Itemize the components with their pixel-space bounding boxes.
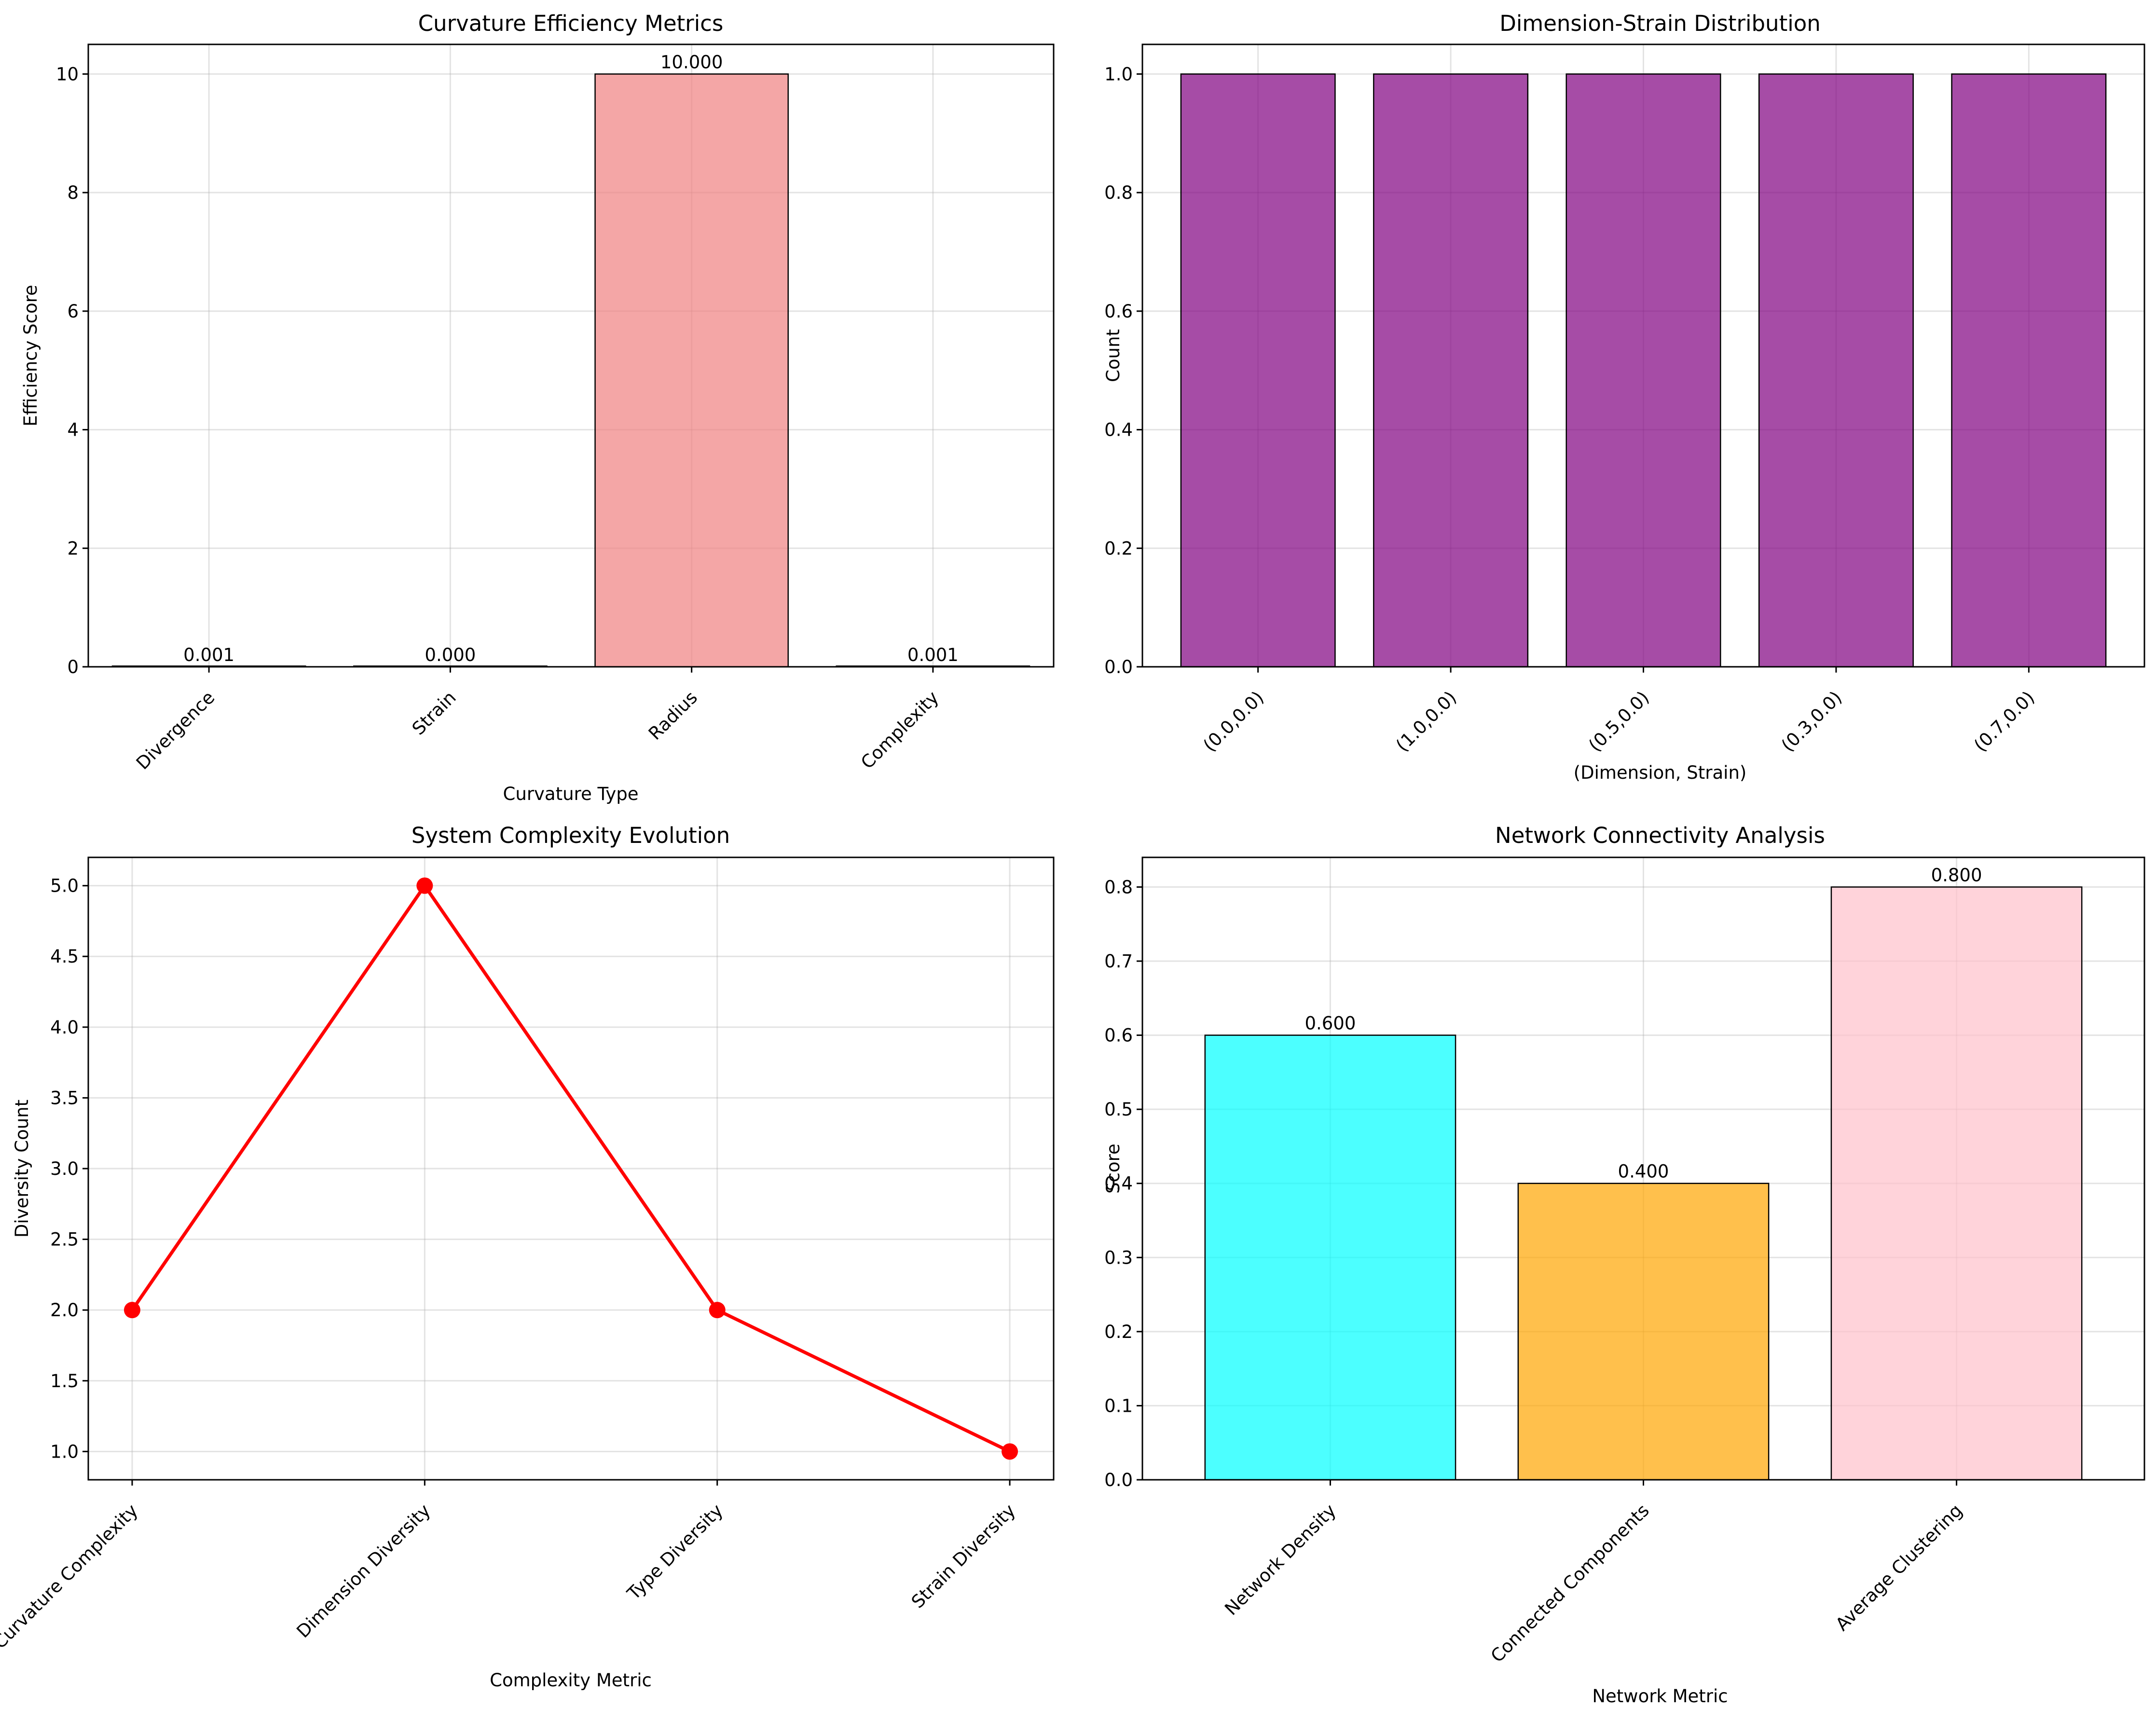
y-tick-label: 2 xyxy=(67,538,79,559)
x-axis-label: (Dimension, Strain) xyxy=(1574,762,1747,783)
bar-0-7-0-0 xyxy=(1951,73,2107,668)
chart-title: Curvature Efficiency Metrics xyxy=(418,11,724,36)
y-tick-label: 6 xyxy=(67,301,79,322)
y-tick-label: 0.8 xyxy=(1104,182,1133,203)
y-tick-label: 0 xyxy=(67,657,79,677)
y-axis-label: Efficiency Score xyxy=(20,285,41,427)
y-tick-label: 0.2 xyxy=(1104,538,1133,559)
y-tick-label: 2.5 xyxy=(50,1229,79,1250)
y-tick-label: 5.0 xyxy=(50,876,79,896)
bar-connected-components xyxy=(1517,1183,1770,1481)
y-tick-label: 8 xyxy=(67,182,79,203)
data-label: 0.600 xyxy=(1305,1013,1356,1034)
y-tick-label: 3.5 xyxy=(50,1088,79,1108)
y-tick-label: 0.5 xyxy=(1104,1099,1133,1120)
bar-radius xyxy=(594,73,789,668)
data-label: 0.800 xyxy=(1931,865,1982,885)
bar-0-3-0-0 xyxy=(1758,73,1914,668)
chart-title: Network Connectivity Analysis xyxy=(1495,823,1825,848)
bar-0-5-0-0 xyxy=(1566,73,1721,668)
y-tick-label: 3.0 xyxy=(50,1158,79,1179)
bar-average-clustering xyxy=(1830,886,2083,1481)
y-tick-label: 0.0 xyxy=(1104,1470,1133,1490)
y-tick-label: 0.6 xyxy=(1104,1025,1133,1046)
series-line xyxy=(131,882,1011,1453)
y-axis-label: Count xyxy=(1103,329,1124,382)
y-tick-label: 0.8 xyxy=(1104,877,1133,897)
data-label: 0.001 xyxy=(907,645,959,665)
y-tick-label: 0.4 xyxy=(1104,420,1133,441)
data-label: 10.000 xyxy=(660,52,723,72)
y-tick-label: 0.3 xyxy=(1104,1247,1133,1268)
data-label: 0.400 xyxy=(1618,1161,1669,1182)
x-axis-label: Curvature Type xyxy=(503,784,639,804)
panel-dimension-strain: Dimension-Strain Distribution 0.0 0.2 0.4 0… xyxy=(1103,11,2145,783)
data-point xyxy=(709,1302,726,1319)
y-tick-label: 0.7 xyxy=(1104,951,1133,972)
y-tick-label: 0.1 xyxy=(1104,1395,1133,1416)
y-axis-label: Diversity Count xyxy=(12,1100,32,1238)
y-tick-label: 1.0 xyxy=(50,1441,79,1462)
y-tick-label: 2.0 xyxy=(50,1300,79,1321)
y-tick-label: 0.4 xyxy=(1104,1173,1133,1194)
chart-title: System Complexity Evolution xyxy=(412,823,730,848)
y-axis-label: Score xyxy=(1103,1143,1124,1194)
data-point xyxy=(124,1302,140,1319)
y-tick-label: 4.5 xyxy=(50,946,79,967)
panel-curvature-efficiency: Curvature Efficiency Metrics 0246810Dive… xyxy=(20,11,1055,804)
chart-title: Dimension-Strain Distribution xyxy=(1499,11,1821,36)
bar-0-0-0-0 xyxy=(1180,73,1336,668)
y-tick-label: 4.0 xyxy=(50,1017,79,1038)
x-axis-label: Complexity Metric xyxy=(490,1670,652,1691)
panel-network-connectivity: Network Connectivity Analysis 0.0 0.1 0.2 0… xyxy=(1103,823,2145,1707)
y-tick-label: 1.0 xyxy=(1104,64,1133,84)
bar-1-0-0-0 xyxy=(1373,73,1529,668)
y-tick-label: 0.6 xyxy=(1104,301,1133,322)
plot-frame xyxy=(87,43,1055,668)
data-point xyxy=(1002,1443,1018,1460)
y-tick-label: 0.2 xyxy=(1104,1322,1133,1342)
y-tick-label: 0.0 xyxy=(1104,657,1133,677)
data-label: 0.000 xyxy=(425,645,476,665)
bar-network-density xyxy=(1204,1034,1456,1481)
data-point xyxy=(416,877,433,894)
y-tick-label: 10 xyxy=(56,64,79,84)
x-axis-label: Network Metric xyxy=(1592,1686,1728,1707)
y-tick-label: 4 xyxy=(67,420,79,441)
data-label: 0.001 xyxy=(183,645,234,665)
y-tick-label: 1.5 xyxy=(50,1371,79,1391)
